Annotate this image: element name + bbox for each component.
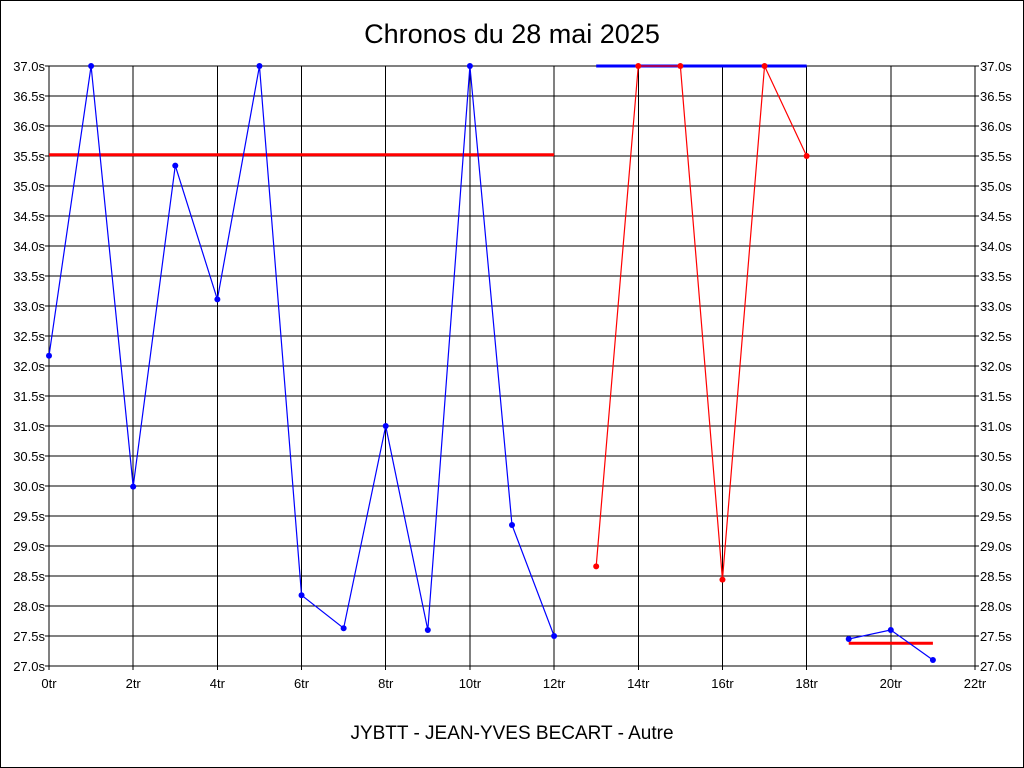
data-point: [551, 633, 558, 639]
data-point: [761, 63, 768, 69]
y-tick-label-left: 29.5s: [13, 509, 45, 524]
x-tick-label: 16tr: [711, 676, 734, 691]
y-tick-label-left: 35.0s: [13, 179, 45, 194]
y-tick-label-left: 37.0s: [13, 59, 45, 74]
y-tick-label-right: 27.5s: [980, 629, 1012, 644]
data-point: [46, 352, 52, 359]
y-tick-label-left: 29.0s: [13, 539, 45, 554]
data-point: [845, 636, 852, 642]
x-tick-label: 0tr: [41, 676, 57, 691]
data-point: [424, 627, 431, 633]
y-tick-label-right: 34.0s: [980, 239, 1012, 254]
data-point: [214, 296, 221, 303]
data-point: [593, 563, 600, 570]
grid: [45, 65, 979, 670]
series-points: [46, 63, 936, 663]
data-point: [382, 423, 389, 429]
y-tick-label-left: 30.0s: [13, 479, 45, 494]
y-tick-label-right: 33.5s: [980, 269, 1012, 284]
data-point: [887, 627, 894, 633]
y-tick-label-left: 34.0s: [13, 239, 45, 254]
data-point: [929, 657, 936, 663]
y-tick-label-left: 28.0s: [13, 599, 45, 614]
data-point: [635, 63, 642, 69]
reference-lines: [49, 64, 933, 645]
y-tick-label-right: 36.5s: [980, 89, 1012, 104]
data-point: [88, 63, 95, 69]
x-tick-label: 14tr: [627, 676, 650, 691]
y-tick-label-left: 30.5s: [13, 449, 45, 464]
x-tick-label: 20tr: [880, 676, 903, 691]
y-tick-label-left: 33.0s: [13, 299, 45, 314]
x-tick-label: 2tr: [126, 676, 142, 691]
y-tick-label-right: 27.0s: [980, 659, 1012, 674]
data-point: [466, 63, 473, 69]
y-tick-label-right: 32.5s: [980, 329, 1012, 344]
chart-subtitle: JYBTT - JEAN-YVES BECART - Autre: [350, 723, 673, 744]
y-tick-label-right: 32.0s: [980, 359, 1012, 374]
y-tick-label-right: 33.0s: [980, 299, 1012, 314]
y-tick-label-left: 31.5s: [13, 389, 45, 404]
tick-labels: 37.0s 37.0s 36.5s 36.5s 36.0s 36.0s 35.5s 35.5s…: [13, 59, 1012, 691]
data-point: [130, 483, 137, 490]
x-tick-label: 10tr: [459, 676, 482, 691]
y-tick-label-left: 33.5s: [13, 269, 45, 284]
data-point: [509, 522, 515, 528]
y-tick-label-right: 30.0s: [980, 479, 1012, 494]
data-point: [256, 63, 263, 69]
y-tick-label-left: 36.0s: [13, 119, 45, 134]
series-line: [595, 63, 808, 580]
x-tick-label: 4tr: [210, 676, 226, 691]
y-tick-label-right: 37.0s: [980, 59, 1012, 74]
y-tick-label-left: 32.0s: [13, 359, 45, 374]
x-tick-label: 22tr: [964, 676, 987, 691]
y-tick-label-right: 35.5s: [980, 149, 1012, 164]
x-tick-label: 8tr: [378, 676, 394, 691]
y-tick-label-right: 28.5s: [980, 569, 1012, 584]
y-tick-label-right: 35.0s: [980, 179, 1012, 194]
x-tick-label: 6tr: [294, 676, 310, 691]
y-tick-label-right: 31.0s: [980, 419, 1012, 434]
data-point: [803, 153, 810, 159]
y-tick-label-left: 34.5s: [13, 209, 45, 224]
x-tick-label: 12tr: [543, 676, 566, 691]
data-point: [340, 625, 347, 632]
y-tick-label-left: 31.0s: [13, 419, 45, 434]
y-tick-label-left: 28.5s: [13, 569, 45, 584]
data-point: [677, 63, 684, 69]
data-point: [172, 162, 179, 169]
y-tick-label-left: 27.0s: [13, 659, 45, 674]
y-tick-label-right: 31.5s: [980, 389, 1012, 404]
y-tick-label-left: 32.5s: [13, 329, 45, 344]
y-tick-label-left: 36.5s: [13, 89, 45, 104]
y-tick-label-right: 30.5s: [980, 449, 1012, 464]
y-tick-label-right: 29.0s: [980, 539, 1012, 554]
chart-title: Chronos du 28 mai 2025: [364, 19, 660, 49]
data-point: [298, 592, 305, 599]
y-tick-label-right: 28.0s: [980, 599, 1012, 614]
y-tick-label-left: 27.5s: [13, 629, 45, 644]
y-tick-label-right: 34.5s: [980, 209, 1012, 224]
y-tick-label-left: 35.5s: [13, 149, 45, 164]
data-point: [719, 576, 726, 583]
y-tick-label-right: 36.0s: [980, 119, 1012, 134]
y-tick-label-right: 29.5s: [980, 509, 1012, 524]
x-tick-label: 18tr: [795, 676, 818, 691]
